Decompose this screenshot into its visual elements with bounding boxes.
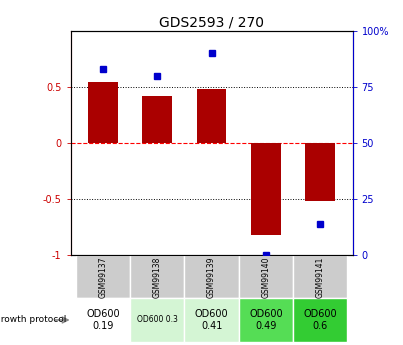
Bar (88, 81, 118, 143)
Text: GSM99137: GSM99137 (99, 256, 108, 298)
Text: growth protocol: growth protocol (0, 315, 66, 325)
Text: OD600
0.6: OD600 0.6 (303, 309, 337, 331)
Bar (130, 298, 185, 342)
Bar (239, 255, 293, 298)
Text: OD600
0.49: OD600 0.49 (249, 309, 283, 331)
Bar (251, 143, 281, 235)
Bar (239, 298, 293, 342)
Text: OD600
0.41: OD600 0.41 (195, 309, 229, 331)
Bar (185, 255, 239, 298)
Text: GSM99139: GSM99139 (207, 256, 216, 298)
Bar (142, 96, 172, 143)
Bar (76, 255, 130, 298)
Text: GSM99140: GSM99140 (261, 256, 270, 298)
Text: OD600
0.19: OD600 0.19 (86, 309, 120, 331)
Bar (76, 298, 130, 342)
Text: GSM99141: GSM99141 (316, 256, 324, 297)
Bar (293, 255, 347, 298)
Bar (130, 255, 185, 298)
Bar (185, 298, 239, 342)
Bar (293, 298, 347, 342)
Title: GDS2593 / 270: GDS2593 / 270 (159, 16, 264, 30)
Bar (305, 143, 335, 201)
Bar (197, 89, 226, 143)
Text: GSM99138: GSM99138 (153, 256, 162, 297)
Text: OD600 0.3: OD600 0.3 (137, 315, 178, 325)
